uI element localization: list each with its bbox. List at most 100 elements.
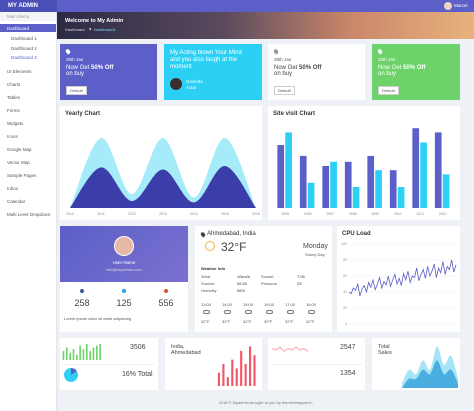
y-tick-label: 60	[343, 274, 347, 278]
bar	[299, 155, 307, 208]
promo-date: 25th Jan	[66, 57, 84, 62]
x-tick-label: 2013	[159, 212, 167, 216]
menu-item[interactable]: UI Elements	[7, 68, 32, 74]
social-icon[interactable]	[164, 289, 168, 293]
menu-item[interactable]: Sample Pages	[7, 172, 37, 178]
menu-item[interactable]: Forms	[7, 107, 20, 113]
weather-condition: Sunny Day	[305, 252, 325, 257]
quote-name: Govinda	[186, 79, 203, 84]
area	[70, 165, 256, 208]
bar	[82, 349, 85, 360]
weather-label: Sunset	[261, 274, 274, 279]
submenu-item[interactable]: Dashboard 3	[11, 55, 37, 60]
bar	[240, 350, 243, 386]
bar	[330, 161, 337, 208]
cloud-icon	[245, 310, 252, 314]
bar	[389, 170, 397, 208]
breadcrumb[interactable]: Dashboard1	[94, 27, 116, 32]
hour-temp: 32°F	[264, 319, 273, 324]
hour-temp: 32°F	[306, 319, 315, 324]
menu-item[interactable]: Google Map	[7, 146, 32, 152]
menu-item[interactable]: Icons	[7, 133, 18, 139]
promo-highlight: 50% Off	[403, 65, 426, 71]
cloud-icon	[266, 310, 273, 314]
x-tick-label: 2007	[326, 212, 334, 216]
promo-date: 25th Jan	[274, 57, 292, 62]
bar	[375, 170, 382, 208]
breadcrumb[interactable]: Dashboard	[65, 27, 85, 32]
bar	[277, 145, 285, 208]
button[interactable]: Default	[378, 86, 399, 95]
profile-stat: 258	[74, 298, 90, 308]
x-tick-label: 2015	[221, 212, 229, 216]
pie-slice	[71, 368, 77, 375]
menu-item[interactable]: Inbox	[7, 185, 19, 191]
bar	[344, 161, 352, 208]
cloud-icon	[287, 310, 294, 314]
chart: 2005 2006 2007 2008 2009 2010 2011 2012	[277, 128, 450, 216]
profile-card: User Name info@myadmin.com 258 125 556 L…	[60, 226, 188, 332]
menu-heading: Main Menu	[7, 14, 30, 19]
y-tick-label: 100	[341, 242, 347, 246]
promo-text: Now Get	[274, 65, 298, 71]
bar	[307, 182, 315, 208]
x-tick-label: 2009	[371, 212, 379, 216]
bar	[253, 355, 256, 386]
button[interactable]: Default	[274, 86, 295, 95]
avatar[interactable]	[444, 2, 452, 10]
logo[interactable]: MY ADMIN	[0, 0, 57, 12]
x-tick-label: 2005	[281, 212, 289, 216]
bar	[96, 345, 98, 360]
promo-tail: on buy	[274, 71, 293, 77]
promo-card: 25th Jan Now Get 50% Off on buy Default	[268, 44, 365, 100]
promo-highlight: 50% Off	[299, 65, 322, 71]
promo-highlight: 50% Off	[91, 65, 114, 71]
menu-item[interactable]: Charts	[7, 81, 21, 87]
weather-value: 7:05	[297, 274, 305, 279]
bar	[69, 352, 71, 360]
weather-temp: 32°F	[221, 240, 247, 254]
chart-title: CPU Load	[342, 231, 371, 237]
bar	[322, 166, 330, 208]
profile-stat: 125	[116, 298, 132, 308]
submenu-item[interactable]: Dashboard 1	[11, 36, 37, 41]
submenu-item[interactable]: Dashboard 2	[11, 45, 37, 51]
bar	[72, 349, 75, 360]
hour-temp: 32°F	[222, 319, 231, 324]
x-tick-label: 2008	[349, 212, 357, 216]
line	[348, 259, 457, 297]
profile-email: info@myadmin.com	[106, 267, 142, 272]
promo-text: Now Get	[66, 65, 90, 71]
stat-value: 1354	[340, 370, 356, 377]
bar	[352, 187, 360, 208]
chart	[217, 346, 256, 386]
weather-day: Monday	[303, 243, 328, 250]
bar	[76, 354, 78, 360]
hour-temp: 32°F	[285, 319, 294, 324]
social-icon[interactable]	[80, 289, 84, 293]
bar	[249, 346, 252, 386]
button[interactable]: Default	[66, 86, 87, 95]
user-name[interactable]: Marcel	[454, 3, 468, 8]
bar	[397, 187, 405, 208]
menu-item[interactable]: Calendar	[7, 198, 26, 204]
menu-item[interactable]: Dashboard	[7, 26, 30, 31]
x-tick-label: 2012	[128, 212, 136, 216]
menu-item[interactable]: Vector Map	[7, 159, 30, 165]
quote-card: My Acting blown Your Mind and you also l…	[164, 44, 262, 100]
hour-temp: 32°F	[243, 319, 252, 324]
x-tick-label: 2011	[416, 212, 424, 216]
quote-role: Actor	[186, 85, 197, 90]
bar	[222, 364, 225, 386]
social-icon[interactable]	[122, 289, 126, 293]
bar	[62, 351, 65, 360]
menu-item[interactable]: Widgets	[7, 120, 24, 126]
menu-item[interactable]: Multi Level Dropdown	[7, 211, 51, 217]
menu-item[interactable]: Tables	[7, 94, 21, 100]
profile-stat: 556	[158, 298, 174, 308]
quote-text: My Acting blown Your Mind and you also l…	[170, 50, 242, 70]
stat-title: Total Sales	[378, 344, 392, 356]
bar	[235, 368, 238, 386]
profile-name: User Name	[112, 260, 136, 265]
